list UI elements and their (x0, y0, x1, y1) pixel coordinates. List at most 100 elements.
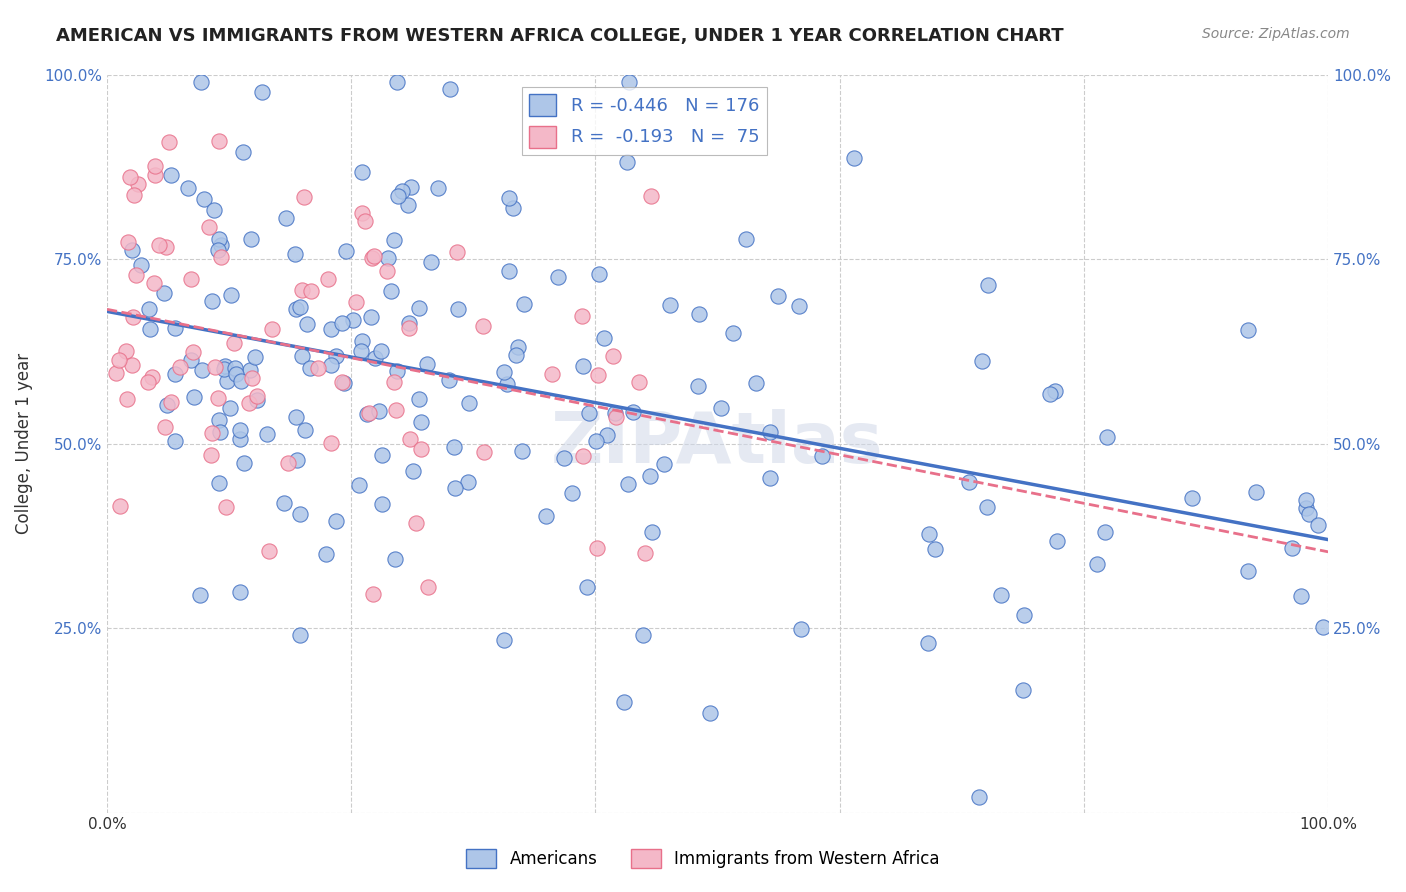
Point (596, 427, 619, 442)
Point (1281, 541, 1303, 555)
Point (759, 471, 782, 485)
Point (238, 395, 260, 409)
Point (364, 351, 387, 365)
Point (200, 448, 222, 462)
Point (688, 378, 710, 392)
Point (1295, 492, 1317, 507)
Point (571, 309, 593, 323)
Point (155, 240, 177, 254)
Point (277, 456, 299, 470)
Point (444, 481, 467, 495)
Point (204, 360, 226, 375)
Point (231, 145, 253, 159)
Point (375, 263, 398, 277)
Point (638, 469, 661, 483)
Point (411, 416, 433, 430)
Point (498, 191, 520, 205)
Point (229, 585, 252, 599)
Point (561, 486, 583, 500)
Point (115, 343, 138, 358)
Point (218, 401, 240, 415)
Point (513, 297, 536, 311)
Point (256, 426, 278, 441)
Point (377, 252, 399, 266)
Point (371, 448, 394, 462)
Point (207, 391, 229, 405)
Point (585, 434, 607, 448)
Point (387, 188, 409, 202)
Point (307, 360, 329, 375)
Point (190, 75, 212, 89)
Point (325, 350, 347, 364)
Point (347, 478, 370, 492)
Point (398, 321, 420, 335)
Point (492, 632, 515, 647)
Point (967, 790, 990, 805)
Point (411, 442, 433, 456)
Point (402, 464, 425, 478)
Point (457, 475, 479, 489)
Point (382, 375, 405, 389)
Point (1094, 524, 1116, 539)
Point (156, 399, 179, 413)
Point (586, 541, 609, 555)
Point (766, 289, 789, 303)
Point (970, 354, 993, 368)
Point (285, 453, 308, 467)
Point (335, 244, 357, 258)
Point (502, 201, 524, 215)
Point (471, 319, 494, 334)
Point (330, 375, 353, 389)
Point (138, 302, 160, 317)
Point (1312, 620, 1334, 634)
Point (457, 396, 479, 410)
Point (201, 425, 224, 440)
Point (215, 374, 238, 388)
Point (380, 284, 402, 298)
Point (284, 247, 307, 261)
Point (163, 367, 186, 381)
Point (262, 322, 284, 336)
Point (257, 544, 280, 558)
Point (790, 622, 813, 636)
Point (225, 367, 247, 381)
Point (363, 249, 385, 263)
Point (399, 180, 422, 194)
Point (169, 359, 191, 374)
Point (612, 695, 634, 709)
Point (333, 376, 356, 391)
Point (198, 220, 221, 235)
Point (222, 336, 245, 351)
Point (208, 413, 231, 427)
Point (207, 243, 229, 257)
Legend: Americans, Immigrants from Western Africa: Americans, Immigrants from Western Afric… (460, 842, 946, 875)
Point (398, 316, 420, 330)
Point (990, 588, 1012, 602)
Point (191, 363, 214, 377)
Point (652, 457, 675, 471)
Point (160, 395, 183, 409)
Point (1039, 387, 1062, 401)
Point (447, 302, 470, 317)
Point (426, 181, 449, 195)
Point (350, 206, 373, 220)
Point (360, 310, 382, 325)
Point (117, 235, 139, 249)
Point (284, 302, 307, 317)
Point (181, 344, 204, 359)
Point (1181, 491, 1204, 505)
Point (224, 360, 246, 375)
Point (443, 440, 465, 454)
Point (541, 368, 564, 382)
Point (688, 307, 710, 321)
Point (291, 349, 314, 363)
Point (360, 251, 382, 265)
Point (917, 636, 939, 650)
Point (1095, 430, 1118, 444)
Point (299, 284, 322, 298)
Point (385, 364, 408, 378)
Point (617, 477, 640, 491)
Point (446, 245, 468, 260)
Point (572, 359, 595, 373)
Point (177, 181, 200, 195)
